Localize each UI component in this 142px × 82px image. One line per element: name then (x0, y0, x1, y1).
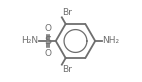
Text: O: O (45, 49, 52, 58)
Text: O: O (45, 24, 52, 33)
Text: S: S (45, 36, 52, 46)
Text: NH₂: NH₂ (103, 36, 120, 46)
Text: H₂N: H₂N (21, 36, 38, 46)
Text: Br: Br (62, 65, 72, 74)
Text: Br: Br (62, 8, 72, 17)
